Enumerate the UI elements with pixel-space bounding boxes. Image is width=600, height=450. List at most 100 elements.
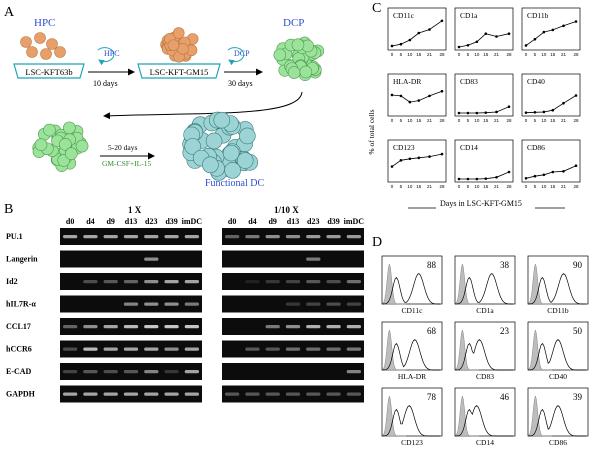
chart-point <box>440 19 444 23</box>
lane-label: d39 <box>165 217 177 226</box>
gel-band <box>164 235 179 239</box>
lane-label: imDC <box>182 217 203 226</box>
gel-band <box>103 235 118 239</box>
gel-band <box>123 370 139 374</box>
chart-tick-label: 5 <box>400 184 403 189</box>
lane-label: d23 <box>145 217 157 226</box>
lane-labels: d0 d4 d9 d13 d23 d39 imDC d0 d4 d9 d13 d23 d39 imDC <box>66 217 364 226</box>
panel-a: A HPC LSC-KFT63b HPC 10 days LSC-KFT-GM1… <box>4 5 325 189</box>
gel-row <box>222 340 364 358</box>
gel-band <box>184 280 199 284</box>
histogram-cd11c: 88 CD11c <box>381 255 443 315</box>
gel-band <box>346 302 361 306</box>
chart-point <box>507 32 511 35</box>
chart-point <box>495 175 498 179</box>
chart-point <box>475 111 479 115</box>
chart-tick-label: 28 <box>573 118 579 123</box>
chart-tick-label: 0 <box>525 118 528 123</box>
chart-point <box>533 174 537 178</box>
line-chart-cd40: CD40 0 5 10 15 21 28 <box>521 73 581 123</box>
chart-series-line <box>391 90 443 103</box>
chart-tick-label: 10 <box>541 52 547 57</box>
gel-band <box>265 280 280 284</box>
hpc-cell <box>26 46 38 58</box>
hpc-cell <box>34 32 46 44</box>
gel-band <box>184 392 199 396</box>
gel-band <box>265 347 280 351</box>
gel-band <box>326 325 341 329</box>
gel-band <box>103 392 118 396</box>
histogram-cd11b: 90 CD11b <box>527 255 589 315</box>
gene-label: Id2 <box>6 277 18 286</box>
gel-band <box>225 235 240 239</box>
chart-tick-label: 21 <box>494 52 500 57</box>
dcp-cell <box>287 66 301 79</box>
sample-histogram <box>454 339 513 371</box>
chart-tick-label: 21 <box>427 52 433 57</box>
chart-series-line <box>391 153 443 167</box>
gel-band <box>184 302 199 306</box>
gel-band <box>346 370 361 374</box>
chart-tick-label: 15 <box>416 52 422 57</box>
histogram-marker-label: CD83 <box>476 372 494 381</box>
chart-title: CD11c <box>393 11 415 20</box>
gel-band <box>83 392 98 396</box>
gel-band <box>63 347 78 351</box>
isotype-histogram <box>527 395 552 437</box>
gel-band <box>164 370 179 374</box>
gel-row <box>60 250 202 268</box>
chart-point <box>551 28 555 32</box>
chart-point <box>484 32 488 35</box>
chart-tick-label: 0 <box>458 184 461 189</box>
histogram-marker-label: CD123 <box>401 438 423 447</box>
step-3-factors: GM-CSF+IL-15 <box>102 159 151 168</box>
chart-point <box>574 20 578 23</box>
lane-label: d0 <box>228 217 236 226</box>
chart-point <box>484 111 488 114</box>
chart-frame <box>521 7 581 51</box>
sample-histogram <box>381 273 440 305</box>
chart-frame <box>387 7 447 51</box>
step-2-label: 30 days <box>228 79 253 88</box>
chart-point <box>417 31 421 35</box>
gel-band <box>123 280 139 284</box>
gel-band <box>63 370 78 374</box>
chart-tick-label: 5 <box>534 118 537 123</box>
gel-band <box>225 392 240 396</box>
dc-cell <box>222 144 240 162</box>
histogram-percent: 78 <box>427 392 437 402</box>
histogram-marker-label: CD11c <box>402 306 424 315</box>
chart-frame <box>521 139 581 183</box>
gel-band <box>164 347 179 351</box>
chart-tick-label: 15 <box>550 118 556 123</box>
chart-title: CD14 <box>460 143 478 152</box>
hpc-cell <box>20 36 32 48</box>
chart-tick-label: 21 <box>561 52 567 57</box>
chart-series-line <box>525 95 577 114</box>
gel-band <box>103 370 118 374</box>
chart-point <box>417 99 421 102</box>
gel-band <box>326 347 341 351</box>
chart-tick-label: 15 <box>550 184 556 189</box>
chart-tick-label: 0 <box>525 52 528 57</box>
chart-title: CD40 <box>527 77 545 86</box>
line-chart-cd86: CD86 0 5 10 15 21 28 <box>521 139 581 189</box>
dcp-title: DCP <box>283 17 304 29</box>
group-label-1x: 1 X <box>128 205 142 215</box>
chart-tick-label: 15 <box>416 118 422 123</box>
gel-band <box>184 347 199 351</box>
gene-label: Langerin <box>6 255 38 264</box>
dcp-cell <box>59 137 72 151</box>
lane-label: d9 <box>106 217 114 226</box>
chart-title: CD123 <box>393 143 415 152</box>
chart-tick-label: 5 <box>534 52 537 57</box>
gel-band <box>144 392 159 396</box>
sample-histogram <box>527 273 586 305</box>
chart-point <box>533 37 537 41</box>
gel-band <box>144 280 159 284</box>
chart-point <box>428 155 431 158</box>
chart-point <box>457 45 461 49</box>
gel-band <box>164 280 179 284</box>
chart-tick-label: 21 <box>427 118 433 123</box>
chart-tick-label: 5 <box>467 52 470 57</box>
